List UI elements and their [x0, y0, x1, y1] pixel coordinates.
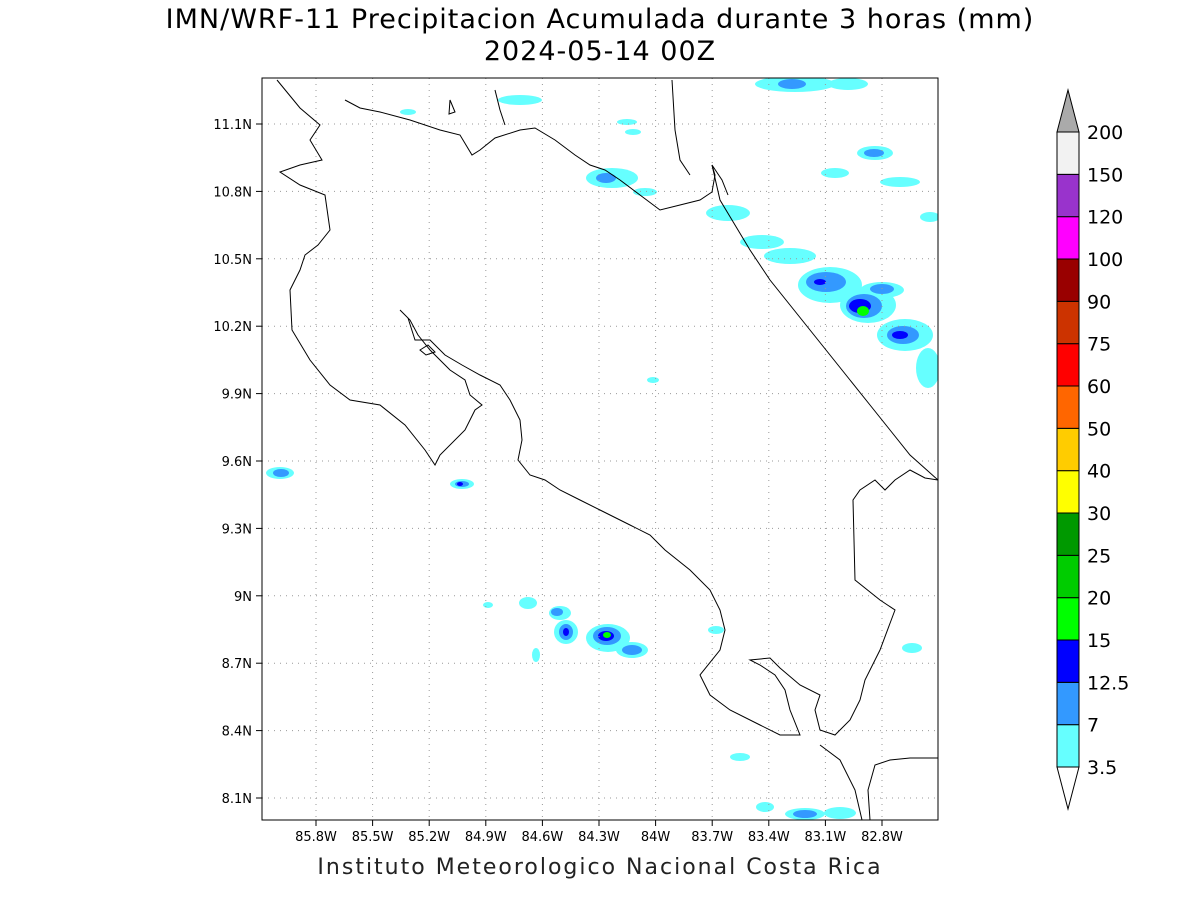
colorbar-swatch: [1056, 512, 1080, 556]
lat-tick-label: 10.5N: [213, 253, 252, 268]
colorbar-label: 12.5: [1087, 672, 1129, 694]
coastlines: [276, 79, 938, 820]
colorbar-label: 30: [1087, 503, 1111, 525]
lat-tick-label: 9N: [234, 590, 252, 605]
colorbar-label: 15: [1087, 630, 1111, 652]
lon-tick-label: 83.7W: [691, 830, 733, 845]
institution-credit: Instituto Meteorologico Nacional Costa R…: [317, 855, 883, 880]
lat-tick-label: 9.9N: [222, 388, 252, 403]
lat-tick-label: 10.2N: [213, 320, 252, 335]
colorbar-swatch: [1056, 724, 1080, 768]
colorbar-swatch: [1056, 343, 1080, 387]
lon-tick-label: 84.9W: [465, 830, 507, 845]
colorbar-swatch: [1056, 681, 1080, 726]
colorbar-swatch: [1056, 597, 1080, 641]
osa-peninsula: [819, 744, 863, 820]
colorbar: 3.5 7 12.5 15 20 25 30 40 50 60 75 90 100 120 150 200: [1056, 88, 1129, 811]
lon-tick-label: 82.8W: [861, 830, 903, 845]
lat-tick-label: 11.1N: [213, 118, 252, 133]
gulf-island: [419, 344, 436, 356]
lon-tick-label: 85.8W: [295, 830, 337, 845]
lat-tick-label: 8.4N: [222, 725, 252, 740]
lon-tick-label: 84W: [641, 830, 671, 845]
burica-coast: [867, 757, 938, 820]
colorbar-swatch: [1056, 216, 1080, 260]
latitude-axis: 11.1N 10.8N 10.5N 10.2N 9.9N 9.6N 9.3N 9N 8.7N 8.…: [213, 118, 262, 807]
lon-tick-label: 84.3W: [578, 830, 620, 845]
colorbar-label: 60: [1087, 376, 1111, 398]
lat-tick-label: 10.8N: [213, 185, 252, 200]
colorbar-label: 75: [1087, 334, 1111, 356]
colorbar-label: 3.5: [1087, 757, 1117, 779]
colorbar-label: 40: [1087, 461, 1111, 483]
colorbar-swatch: [1056, 173, 1080, 218]
map-area: [262, 78, 938, 820]
lat-tick-label: 9.6N: [222, 455, 252, 470]
colorbar-label: 150: [1087, 164, 1123, 186]
colorbar-swatch: [1056, 470, 1080, 514]
colorbar-label: 100: [1087, 249, 1123, 271]
north-islet: [448, 99, 456, 115]
colorbar-swatch: [1056, 385, 1080, 429]
lon-tick-label: 84.6W: [521, 830, 563, 845]
colorbar-label: 90: [1087, 291, 1111, 313]
colorbar-swatch: [1056, 300, 1080, 345]
colorbar-swatch: [1056, 258, 1080, 302]
colorbar-max-arrow: [1056, 88, 1080, 133]
lat-tick-label: 8.1N: [222, 792, 252, 807]
caribbean-coast: [711, 164, 938, 481]
map-grid: [262, 78, 938, 820]
colorbar-label: 120: [1087, 207, 1123, 229]
lon-tick-label: 83.4W: [748, 830, 790, 845]
lon-tick-label: 83.1W: [804, 830, 846, 845]
caribbean-north-coast: [671, 79, 691, 176]
colorbar-label: 25: [1087, 545, 1111, 567]
lon-tick-label: 85.2W: [408, 830, 450, 845]
colorbar-label: 20: [1087, 588, 1111, 610]
longitude-axis: 85.8W 85.5W 85.2W 84.9W 84.6W 84.3W 84W 83.7W 83…: [295, 820, 903, 845]
lat-tick-label: 8.7N: [222, 657, 252, 672]
map-datetime: 2024-05-14 00Z: [483, 36, 717, 67]
pacific-coast-nicoya: [276, 79, 938, 736]
lat-tick-label: 9.3N: [222, 522, 252, 537]
colorbar-min-arrow: [1056, 766, 1080, 811]
nicaragua-border: [344, 99, 729, 211]
nicaragua-lake-shore: [494, 89, 506, 126]
map-frame: [261, 77, 939, 821]
colorbar-swatch: [1056, 639, 1080, 683]
colorbar-label: 200: [1087, 122, 1123, 144]
lon-tick-label: 85.5W: [352, 830, 394, 845]
colorbar-label: 50: [1087, 418, 1111, 440]
map-title: IMN/WRF-11 Precipitacion Acumulada duran…: [165, 4, 1035, 35]
colorbar-swatch: [1056, 131, 1080, 175]
colorbar-swatch: [1056, 554, 1080, 599]
colorbar-swatch: [1056, 427, 1080, 472]
colorbar-label: 7: [1087, 715, 1099, 737]
